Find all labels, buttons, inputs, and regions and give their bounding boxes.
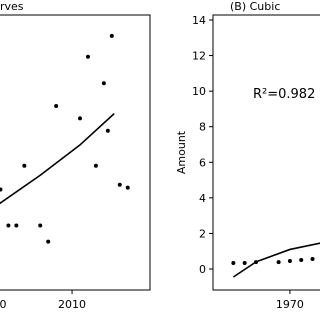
y-tick-label: 8 <box>199 121 206 134</box>
panel: (B) Cubic1970198002468101214AmountR²=0.9… <box>175 0 320 311</box>
data-point <box>93 163 98 168</box>
y-tick-label: 6 <box>199 156 206 169</box>
data-point <box>231 260 236 265</box>
data-point <box>242 260 247 265</box>
data-point <box>299 257 304 262</box>
data-point <box>276 260 281 265</box>
data-point <box>125 185 130 190</box>
y-tick-label: 12 <box>192 50 206 63</box>
annotation: R²=0.982 <box>253 87 315 102</box>
data-point <box>46 239 51 244</box>
data-point <box>78 116 82 121</box>
data-point <box>14 223 19 228</box>
data-point <box>109 33 114 38</box>
panel: rves 2000 2010 <box>0 0 151 311</box>
y-tick-label: 0 <box>199 263 206 276</box>
fit-curve <box>232 242 320 278</box>
plot-frame <box>212 14 320 291</box>
data-point <box>0 187 3 192</box>
data-point <box>22 163 27 168</box>
y-axis-label: Amount <box>175 130 188 174</box>
data-point <box>287 259 292 264</box>
data-point <box>101 81 106 86</box>
data-point <box>117 182 122 187</box>
x-tick-label: 2010 <box>58 298 86 311</box>
fit-curve <box>0 113 115 205</box>
data-point <box>310 257 315 262</box>
y-tick-label: 2 <box>199 227 206 240</box>
x-tick-label: 2000 <box>0 298 7 311</box>
plot-frame <box>0 14 151 291</box>
data-point <box>54 104 59 109</box>
x-tick-label: 1970 <box>276 298 304 311</box>
chart-title: rves <box>0 0 24 13</box>
y-tick-label: 4 <box>199 192 206 205</box>
data-point <box>6 223 11 228</box>
chart-title: (B) Cubic <box>230 0 280 13</box>
y-tick-label: 14 <box>192 14 206 27</box>
data-point <box>85 54 90 59</box>
data-point <box>38 223 43 228</box>
y-tick-label: 10 <box>192 85 206 98</box>
data-point <box>105 128 110 133</box>
